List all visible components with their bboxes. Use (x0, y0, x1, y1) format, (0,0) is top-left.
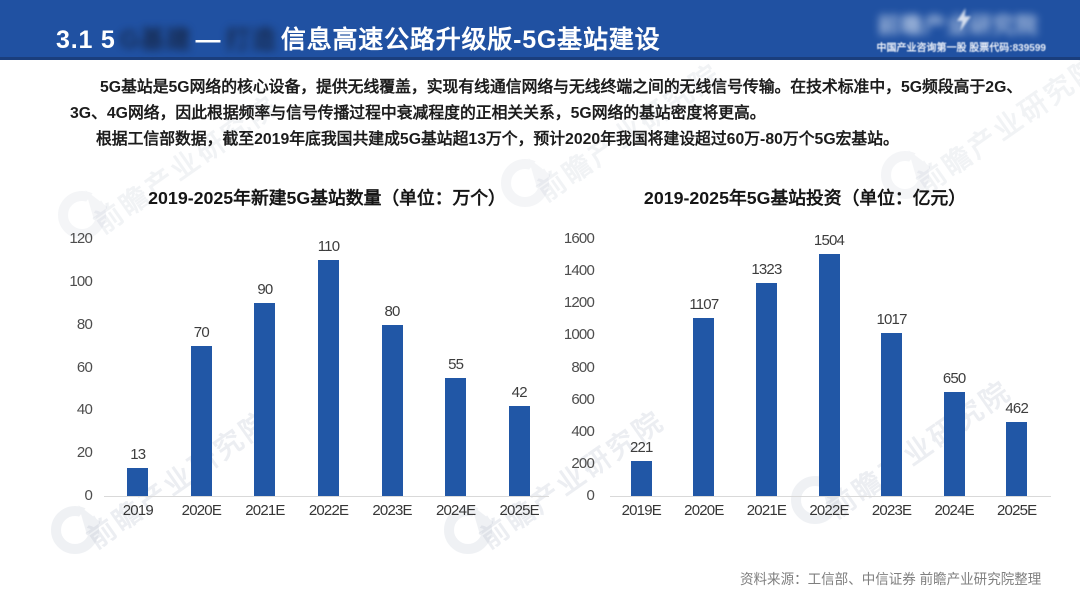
bar-value-label: 1323 (751, 261, 782, 279)
bar-value-label: 42 (511, 384, 528, 402)
x-axis-tick-label: 2023E (871, 502, 912, 519)
x-axis-tick-label: 2020E (684, 502, 724, 519)
x-axis-tick-label: 2021E (245, 502, 285, 519)
watermark-logo-icon (443, 502, 495, 560)
y-axis-tick-label: 20 (76, 444, 93, 462)
bar-2020E (693, 318, 715, 496)
y-axis-tick-label: 120 (69, 230, 92, 247)
x-axis-tick-label: 2022E (308, 502, 349, 519)
y-axis-tick-label: 400 (571, 422, 594, 440)
x-axis-line (104, 496, 549, 497)
watermark-logo-icon (57, 187, 109, 245)
header-bar: 3.1 5 G基建 — 打造 信息高速公路升级版-5G基站建设 前瞻产业研究院 中国产业… (0, 0, 1080, 60)
bar-2020E (190, 346, 212, 496)
bar-2023E (381, 324, 403, 496)
x-axis-line (610, 496, 1051, 497)
chart-title: 2019-2025年新建5G基站数量（单位：万个） (148, 188, 506, 208)
y-axis-tick-label: 200 (571, 454, 594, 472)
bar-2024E (445, 378, 467, 496)
intro-line-3: 根据工信部数据，截至2019年底我国共建成5G基站超13万个，预计2020年我国… (96, 131, 899, 148)
page-title-segment: 信息高速公路升级版-5G基站建设 (280, 26, 661, 54)
bar-value-label: 1017 (876, 310, 907, 328)
intro-line-1: 5G基站是5G网络的核心设备，提供无线覆盖，实现有线通信网络与无线终端之间的无线… (100, 79, 1023, 96)
watermark-logo-icon (880, 147, 932, 205)
page-title-blurred-segment: G基建 (119, 26, 192, 54)
bar-value-label: 13 (130, 446, 146, 464)
bar-2024E (943, 391, 965, 496)
brand-logo-block: 前瞻产业研究院 中国产业咨询第一股 股票代码:839599 (820, 0, 1080, 57)
x-axis-tick-label: 2019 (122, 502, 154, 519)
bar-value-label: 55 (448, 356, 464, 374)
x-axis-tick-label: 2025E (997, 502, 1037, 519)
source-note: 资料来源：工信部、中信证券 前瞻产业研究院整理 (740, 571, 1042, 587)
intro-line-2: 3G、4G网络，因此根据频率与信号传播过程中衰减程度的正相关关系，5G网络的基站… (70, 105, 766, 122)
bar-value-label: 90 (257, 281, 273, 299)
x-axis-tick-label: 2025E (499, 502, 540, 519)
bar-2021E (755, 283, 777, 496)
y-axis-tick-label: 100 (69, 272, 92, 290)
y-axis-tick-label: 60 (76, 358, 93, 376)
page-title: 3.1 5 G基建 — 打造 信息高速公路升级版-5G基站建设 (56, 20, 660, 56)
y-axis-tick-label: 600 (571, 390, 594, 408)
brand-logo: 前瞻产业研究院 (848, 4, 1068, 38)
y-axis-tick-label: 0 (84, 487, 92, 504)
bar-2022E (318, 260, 339, 496)
y-axis-tick-label: 40 (76, 401, 93, 419)
bar-value-label: 462 (1005, 399, 1029, 417)
lightning-bolt-icon (957, 7, 971, 32)
y-axis-tick-label: 800 (571, 358, 594, 376)
bar-2023E (881, 332, 903, 496)
y-axis-tick-label: 80 (76, 315, 93, 333)
page-title-segment: 3.1 5 (56, 26, 116, 54)
x-axis-tick-label: 2022E (809, 502, 849, 519)
page-title-segment: — (195, 26, 222, 54)
x-axis-tick-label: 2024E (934, 502, 974, 519)
bar-value-label: 80 (384, 302, 401, 320)
bar-2019 (127, 468, 149, 496)
y-axis-tick-label: 1000 (563, 326, 595, 344)
bar-2019E (630, 460, 652, 496)
x-axis-tick-label: 2023E (372, 502, 412, 519)
bar-value-label: 1107 (689, 296, 719, 314)
bar-value-label: 70 (193, 324, 210, 342)
bar-2025E (508, 406, 530, 496)
bar-value-label: 1504 (813, 232, 845, 250)
watermark-logo-icon (50, 502, 102, 560)
watermark-logo-icon (500, 155, 552, 213)
x-axis-tick-label: 2021E (746, 502, 787, 519)
chart-title: 2019-2025年5G基站投资（单位：亿元） (643, 188, 967, 208)
y-axis-tick-label: 1200 (563, 294, 595, 312)
bar-value-label: 221 (629, 438, 653, 456)
y-axis-tick-label: 0 (586, 487, 594, 504)
x-axis-tick-label: 2019E (621, 502, 662, 519)
bar-2021E (254, 303, 276, 496)
page-title-blurred-segment: 打造 (225, 26, 277, 54)
y-axis-tick-label: 1400 (563, 262, 595, 280)
y-axis-tick-label: 1600 (563, 230, 595, 247)
brand-logo-text: 前瞻产业研究院 (877, 13, 1039, 38)
bar-value-label: 110 (317, 238, 340, 256)
x-axis-tick-label: 2024E (435, 502, 476, 519)
x-axis-tick-label: 2020E (181, 502, 222, 519)
bar-2025E (1006, 421, 1028, 496)
bar-value-label: 650 (942, 369, 966, 387)
brand-tagline: 中国产业咨询第一股 股票代码:839599 (876, 43, 1046, 54)
bar-2022E (818, 254, 840, 496)
